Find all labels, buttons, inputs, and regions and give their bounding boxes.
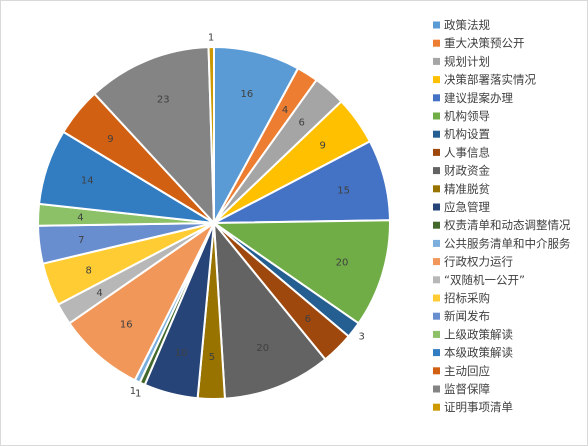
legend-swatch-18 xyxy=(433,349,440,357)
legend-label-8: 财政资金 xyxy=(444,164,490,178)
legend-label-11: 权责清单和动态调整情况 xyxy=(444,218,571,232)
data-label-9: 5 xyxy=(209,352,215,363)
legend-swatch-12 xyxy=(433,239,440,247)
legend-swatch-10 xyxy=(433,203,440,211)
legend-swatch-9 xyxy=(433,185,440,193)
legend-swatch-7 xyxy=(433,148,440,156)
legend-label-5: 机构领导 xyxy=(444,109,490,123)
legend-label-17: 上级政策解读 xyxy=(444,327,513,341)
legend-label-12: 公共服务清单和中介服务 xyxy=(444,236,571,250)
legend-swatch-1 xyxy=(433,39,440,47)
data-label-8: 20 xyxy=(256,343,269,354)
legend-label-21: 证明事项清单 xyxy=(444,400,513,414)
data-label-10: 10 xyxy=(175,348,188,359)
legend-swatch-16 xyxy=(433,312,440,320)
pie-slice-20 xyxy=(93,46,216,226)
legend-label-10: 应急管理 xyxy=(444,200,490,214)
legend-label-20: 监督保障 xyxy=(444,382,490,396)
legend-label-15: 招标采购 xyxy=(444,291,490,305)
legend-swatch-11 xyxy=(433,221,440,229)
legend-swatch-4 xyxy=(433,94,440,102)
legend-label-3: 决策部署落实情况 xyxy=(444,73,536,87)
data-label-13: 16 xyxy=(120,320,133,331)
legend-label-13: 行政权力运行 xyxy=(444,255,513,269)
data-label-4: 15 xyxy=(337,186,350,197)
data-label-2: 6 xyxy=(299,118,305,129)
legend-swatch-0 xyxy=(433,21,440,29)
data-label-11: 1 xyxy=(135,388,141,399)
legend-swatch-20 xyxy=(433,385,440,393)
data-label-20: 23 xyxy=(157,95,170,106)
legend: 政策法规重大决策预公开规划计划决策部署落实情况建议提案办理机构领导机构设置人事信… xyxy=(433,18,571,414)
pie-slice-21 xyxy=(207,45,215,224)
data-label-12: 1 xyxy=(130,386,136,397)
legend-label-0: 政策法规 xyxy=(444,18,490,32)
legend-label-7: 人事信息 xyxy=(444,145,490,159)
legend-label-4: 建议提案办理 xyxy=(444,91,513,105)
legend-swatch-19 xyxy=(433,367,440,375)
legend-label-6: 机构设置 xyxy=(444,127,490,141)
legend-swatch-3 xyxy=(433,76,440,84)
data-label-7: 6 xyxy=(305,314,311,325)
data-label-17: 4 xyxy=(77,212,83,223)
legend-label-14: “双随机一公开” xyxy=(444,273,525,287)
legend-swatch-5 xyxy=(433,112,440,120)
legend-swatch-21 xyxy=(433,403,440,411)
data-label-1: 4 xyxy=(282,105,288,116)
data-label-21: 1 xyxy=(208,33,214,44)
data-label-16: 7 xyxy=(78,235,84,246)
legend-swatch-8 xyxy=(433,167,440,175)
legend-label-9: 精准脱贫 xyxy=(444,182,490,196)
data-label-5: 20 xyxy=(336,258,349,269)
legend-swatch-13 xyxy=(433,258,440,266)
data-label-15: 8 xyxy=(86,265,92,276)
data-label-0: 16 xyxy=(241,89,254,100)
legend-swatch-17 xyxy=(433,330,440,338)
data-label-14: 4 xyxy=(96,288,102,299)
pie-slices xyxy=(37,45,391,400)
data-label-18: 14 xyxy=(81,176,94,187)
legend-swatch-6 xyxy=(433,130,440,138)
legend-label-19: 主动回应 xyxy=(444,364,490,378)
data-label-19: 9 xyxy=(107,134,113,145)
legend-label-18: 本级政策解读 xyxy=(444,346,513,360)
legend-label-16: 新闻发布 xyxy=(444,309,490,323)
legend-label-2: 规划计划 xyxy=(444,54,490,68)
data-label-6: 3 xyxy=(359,332,365,343)
legend-swatch-2 xyxy=(433,57,440,65)
legend-label-1: 重大决策预公开 xyxy=(444,36,525,50)
data-label-3: 9 xyxy=(320,141,326,152)
pie-slice-5 xyxy=(210,219,391,325)
legend-swatch-14 xyxy=(433,276,440,284)
pie-slice-8 xyxy=(212,219,327,400)
legend-swatch-15 xyxy=(433,294,440,302)
